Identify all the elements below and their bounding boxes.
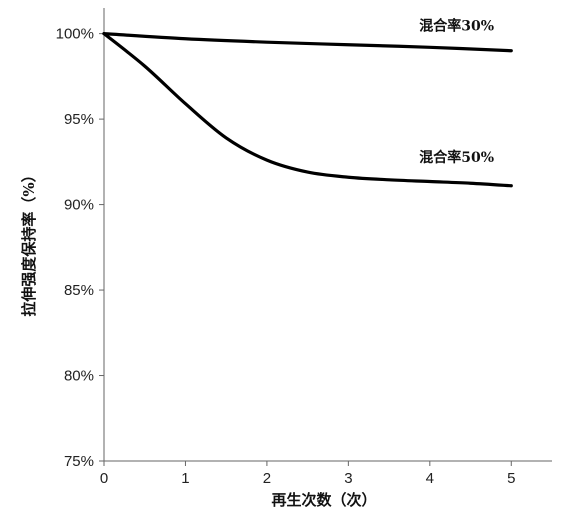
- y-tick-label: 80%: [64, 368, 94, 385]
- y-tick-label: 95%: [64, 111, 94, 128]
- x-axis-ticks: 0 1 2 3 4 5: [100, 461, 515, 487]
- x-tick-label: 0: [100, 470, 108, 487]
- y-axis-ticks: 75% 80% 85% 90% 95% 100%: [56, 26, 104, 470]
- y-tick-label: 90%: [64, 197, 94, 214]
- series-label-2: 混合率50%: [419, 149, 494, 166]
- y-axis-title: 拉伸强度保持率（%）: [20, 167, 38, 316]
- x-tick-label: 2: [263, 470, 271, 487]
- y-tick-label: 75%: [64, 453, 94, 470]
- series-line-1: [102, 32, 513, 53]
- x-tick-label: 3: [344, 470, 352, 487]
- series-label-1: 混合率30%: [419, 18, 494, 35]
- x-tick-label: 5: [507, 470, 515, 487]
- series-labels: 混合率30% 混合率50%: [419, 18, 494, 166]
- x-tick-label: 1: [181, 470, 189, 487]
- y-tick-label: 100%: [56, 26, 94, 43]
- x-tick-label: 4: [426, 470, 434, 487]
- y-tick-label: 85%: [64, 282, 94, 299]
- x-axis-title: 再生次数（次）: [271, 491, 376, 509]
- series-lines: [102, 32, 513, 188]
- series-line-2: [102, 32, 513, 188]
